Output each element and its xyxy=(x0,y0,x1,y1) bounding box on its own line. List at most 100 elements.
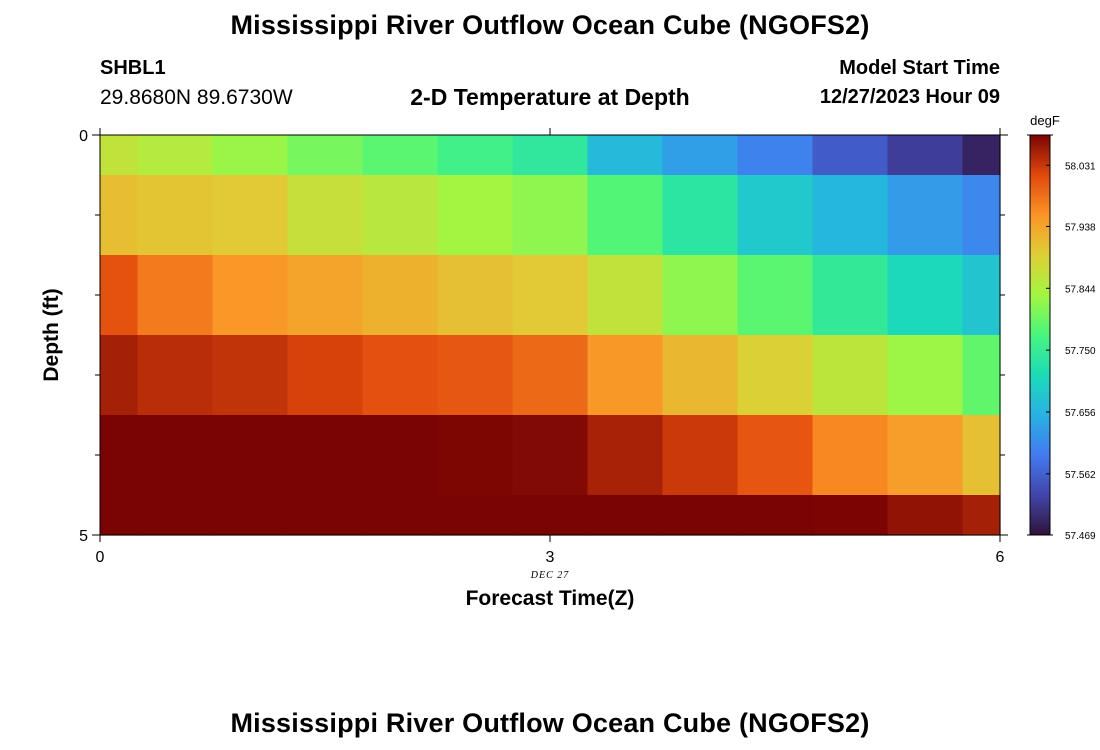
heatmap-cell xyxy=(737,335,814,416)
heatmap-cell xyxy=(812,135,889,176)
colorbar-tick-label: 58.031 xyxy=(1065,161,1096,172)
x-axis-date-label: DEC 27 xyxy=(530,570,570,581)
heatmap-cell xyxy=(212,335,289,416)
heatmap-cell xyxy=(812,175,889,256)
heatmap-cell xyxy=(512,335,589,416)
heatmap-cell xyxy=(362,175,439,256)
x-axis-label: Forecast Time(Z) xyxy=(466,587,635,610)
heatmap-cell xyxy=(737,415,814,496)
heatmap-cell xyxy=(137,495,214,536)
heatmap-cell xyxy=(437,175,514,256)
heatmap-cell xyxy=(587,495,664,536)
heatmap-cell xyxy=(137,415,214,496)
heatmap-cell xyxy=(437,255,514,336)
plot-title: 2-D Temperature at Depth xyxy=(410,84,690,110)
heatmap-cell xyxy=(887,175,964,256)
heatmap-cell xyxy=(212,175,289,256)
heatmap-cell xyxy=(512,255,589,336)
heatmap-cell xyxy=(662,135,739,176)
heatmap-cell xyxy=(100,255,139,336)
heatmap-cell xyxy=(137,255,214,336)
station-id: SHBL1 xyxy=(100,57,166,79)
heatmap-cell xyxy=(587,135,664,176)
heatmap-cell xyxy=(362,415,439,496)
heatmap-cell xyxy=(100,135,139,176)
heatmap-cell xyxy=(100,495,139,536)
heatmap-cell xyxy=(887,495,964,536)
heatmap-cell xyxy=(662,415,739,496)
heatmap-cell xyxy=(137,335,214,416)
heatmap-cell xyxy=(812,415,889,496)
heatmap-cell xyxy=(887,135,964,176)
heatmap-cell xyxy=(812,335,889,416)
heatmap-cell xyxy=(287,255,364,336)
heatmap-cell xyxy=(962,415,1001,496)
heatmap-cell xyxy=(662,175,739,256)
heatmap-cell xyxy=(100,335,139,416)
heatmap-cell xyxy=(962,255,1001,336)
heatmap-cell xyxy=(362,135,439,176)
heatmap-cell xyxy=(362,335,439,416)
axis-ticks: 0 3 605 xyxy=(79,128,1008,566)
heatmap-cell xyxy=(962,175,1001,256)
figure-title-next: Mississippi River Outflow Ocean Cube (NG… xyxy=(230,708,870,738)
heatmap-cell xyxy=(737,255,814,336)
heatmap-cell xyxy=(662,255,739,336)
heatmap-cell xyxy=(362,255,439,336)
heatmap-cell xyxy=(287,415,364,496)
heatmap-cell xyxy=(437,415,514,496)
y-axis-label: Depth (ft) xyxy=(40,288,63,381)
heatmap-cell xyxy=(887,415,964,496)
heatmap-cell xyxy=(587,175,664,256)
heatmap-cell xyxy=(887,255,964,336)
colorbar-tick-label: 57.938 xyxy=(1065,222,1096,233)
heatmap-cell xyxy=(212,255,289,336)
heatmap-cell xyxy=(812,255,889,336)
y-tick-label: 5 xyxy=(79,528,88,545)
heatmap-cell xyxy=(287,175,364,256)
heatmap-cell xyxy=(587,415,664,496)
heatmap-cell xyxy=(512,495,589,536)
heatmap-cell xyxy=(587,335,664,416)
heatmap-cell xyxy=(662,335,739,416)
heatmap-cell xyxy=(962,335,1001,416)
colorbar-tick-label: 57.844 xyxy=(1065,284,1096,295)
colorbar-ticks: 58.031 57.938 57.844 57.750 57.656 57.562 57.4… xyxy=(1027,134,1096,542)
colorbar-tick-label: 57.562 xyxy=(1065,470,1096,481)
heatmap-cell xyxy=(962,495,1001,536)
heatmap-cell xyxy=(812,495,889,536)
heatmap-cell xyxy=(212,415,289,496)
heatmap-cell xyxy=(512,175,589,256)
heatmap-cell xyxy=(587,255,664,336)
x-tick-label: 3 xyxy=(546,549,555,566)
colorbar-tick-label: 57.656 xyxy=(1065,408,1096,419)
heatmap-cell xyxy=(437,495,514,536)
station-coordinates: 29.8680N 89.6730W xyxy=(100,86,293,109)
colorbar xyxy=(1029,134,1051,536)
x-tick-label: 6 xyxy=(996,549,1005,566)
heatmap-cell xyxy=(887,335,964,416)
model-start-label: Model Start Time xyxy=(839,57,1000,79)
heatmap-cells xyxy=(100,135,1001,536)
figure-title: Mississippi River Outflow Ocean Cube (NG… xyxy=(230,10,870,40)
heatmap-cell xyxy=(737,135,814,176)
heatmap-cell xyxy=(437,135,514,176)
heatmap-cell xyxy=(137,175,214,256)
heatmap-cell xyxy=(137,135,214,176)
heatmap-cell xyxy=(100,175,139,256)
colorbar-tick-label: 57.750 xyxy=(1065,346,1096,357)
heatmap-cell xyxy=(737,495,814,536)
heatmap-cell xyxy=(287,335,364,416)
heatmap-cell xyxy=(962,135,1001,176)
heatmap-cell xyxy=(212,135,289,176)
heatmap-cell xyxy=(437,335,514,416)
heatmap-cell xyxy=(512,135,589,176)
y-tick-label: 0 xyxy=(79,128,88,145)
heatmap-cell xyxy=(362,495,439,536)
model-start-time: 12/27/2023 Hour 09 xyxy=(819,86,1000,108)
heatmap-cell xyxy=(737,175,814,256)
heatmap-cell xyxy=(287,135,364,176)
heatmap-cell xyxy=(662,495,739,536)
heatmap-cell xyxy=(100,415,139,496)
